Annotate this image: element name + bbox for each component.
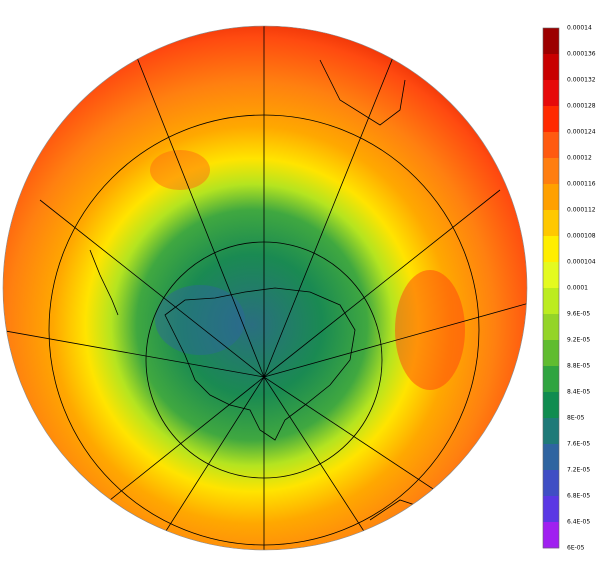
colorbar-swatch (543, 184, 559, 211)
coastline (164, 287, 356, 441)
colorbar-swatch (543, 340, 559, 367)
colorbar-label: 6.4E-05 (567, 519, 590, 526)
high-region (395, 270, 465, 390)
colorbar-swatch (543, 418, 559, 445)
globe-edge (2, 25, 528, 551)
colorbar-label: 0.000124 (567, 129, 596, 136)
colorbar-frame (542, 27, 560, 549)
colorbar-label: 0.000108 (567, 233, 596, 240)
colorbar-swatch (543, 366, 559, 393)
colorbar-swatch (543, 106, 559, 133)
colorbar-swatch (543, 80, 559, 107)
colorbar-swatch (543, 132, 559, 159)
colorbar-swatch (543, 210, 559, 237)
colorbar-label: 0.00012 (567, 155, 592, 162)
colorbar-label: 8E-05 (567, 415, 585, 422)
colorbar-label: 8.8E-05 (567, 363, 590, 370)
colorbar-swatch (543, 444, 559, 471)
colorbar-label: 0.00014 (567, 25, 592, 32)
coastline (319, 59, 406, 126)
colorbar-label: 8.4E-05 (567, 389, 590, 396)
colorbar-label: 7.2E-05 (567, 467, 590, 474)
colorbar-swatch (543, 470, 559, 497)
colorbar-swatch (543, 236, 559, 263)
colorbar-label: 0.000128 (567, 103, 596, 110)
colorbar-label: 0.000116 (567, 181, 596, 188)
low-region (155, 285, 245, 355)
colorbar-label: 6E-05 (567, 545, 585, 552)
colorbar-swatch (543, 54, 559, 81)
colorbar-swatch (543, 158, 559, 185)
colorbar-label: 0.0001 (567, 285, 588, 292)
ozone-field (3, 26, 527, 550)
colorbar: 0.00014 0.000136 0.000132 0.000128 0.000124 0… (542, 25, 596, 552)
colorbar-label: 6.8E-05 (567, 493, 590, 500)
colorbar-label: 0.000132 (567, 77, 596, 84)
colorbar-swatch (543, 522, 559, 549)
colorbar-label: 0.000104 (567, 259, 596, 266)
map (3, 26, 527, 550)
colorbar-label: 9.6E-05 (567, 311, 590, 318)
colorbar-swatch (543, 496, 559, 523)
colorbar-label: 9.2E-05 (567, 337, 590, 344)
high-region (150, 150, 210, 190)
coastline (89, 249, 119, 316)
colorbar-label: 0.000136 (567, 51, 596, 58)
colorbar-swatch (543, 28, 559, 55)
colorbar-swatch (543, 288, 559, 315)
colorbar-label: 0.000112 (567, 207, 596, 214)
colorbar-swatch (543, 314, 559, 341)
colorbar-swatch (543, 392, 559, 419)
colorbar-label: 7.6E-05 (567, 441, 590, 448)
colorbar-swatch (543, 262, 559, 289)
